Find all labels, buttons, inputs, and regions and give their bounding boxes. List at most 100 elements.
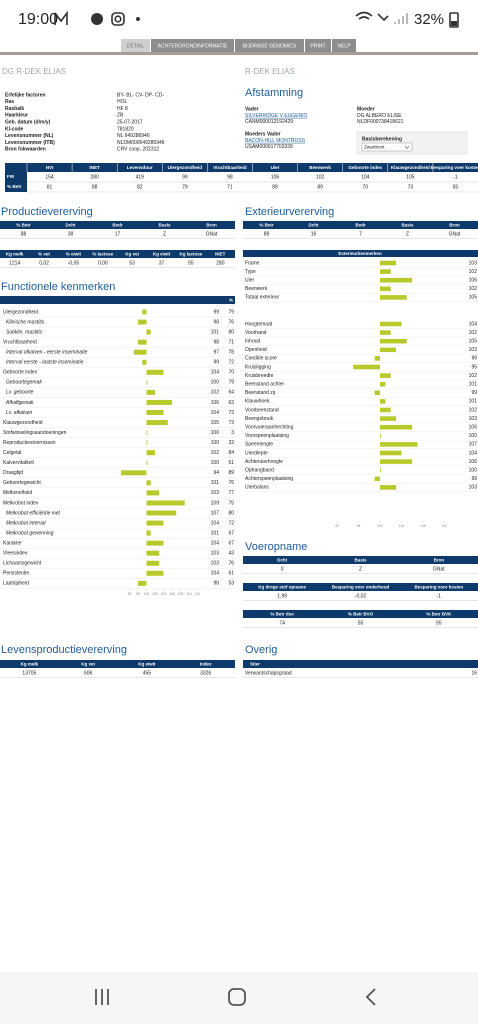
trait-reliability: 3 — [231, 430, 234, 436]
tick-label: 112 — [195, 592, 201, 596]
trait-value: 99 — [471, 356, 477, 362]
trait-value: 98 — [213, 319, 219, 325]
trait-value: 98 — [213, 339, 219, 345]
table-header — [0, 250, 235, 258]
bar — [380, 269, 391, 274]
trait-value: 99 — [471, 390, 477, 396]
basis-value[interactable]: Zwartbont — [364, 144, 385, 149]
column-header: Stier — [250, 661, 260, 666]
bar — [146, 440, 148, 446]
cell: 89 — [272, 184, 278, 190]
bar — [146, 500, 185, 506]
cell: 419 — [136, 174, 145, 180]
parent-label: Moeder — [357, 106, 375, 112]
cell: Z — [359, 566, 362, 572]
column-header: Beenwerk — [309, 165, 331, 170]
trait-name: Draagtijd — [3, 470, 23, 476]
trait-reliability: 64 — [228, 390, 234, 396]
trait-name: Voorhand — [245, 330, 267, 336]
cell: 71 — [227, 184, 233, 190]
trait-reliability: 72 — [228, 360, 234, 366]
table-header — [243, 610, 478, 618]
trait-name: Klauwhoek — [245, 399, 270, 405]
table-header — [243, 583, 478, 591]
bar — [146, 560, 160, 566]
bar — [380, 467, 381, 473]
parent-label: Moeders Vader — [245, 131, 281, 137]
tab-label[interactable]: ACHTERGRONDINFORMATIE — [158, 43, 228, 49]
trait-name: Achteruierhoogte — [245, 459, 283, 465]
trait-value: 101 — [211, 530, 220, 536]
table-header — [0, 221, 235, 229]
trait-name: Vleesindex — [3, 551, 28, 557]
trait-reliability: 76 — [228, 319, 234, 325]
trait-value: 98 — [213, 581, 219, 587]
tab-label[interactable]: DETAIL — [127, 43, 144, 49]
trait-value: 104 — [211, 571, 220, 577]
column-header: Index — [200, 661, 212, 666]
section-title: Overig — [245, 644, 277, 656]
column-header: Vruchtbaarheid — [213, 165, 247, 170]
tick-label: 108 — [420, 524, 426, 528]
tab[interactable] — [151, 39, 234, 52]
trait-value: 104 — [211, 370, 220, 376]
table-header — [243, 660, 478, 668]
bar — [374, 356, 380, 361]
home-button[interactable] — [228, 988, 246, 1006]
trait-name: Lv. afkalven — [6, 410, 33, 416]
table-header — [243, 556, 478, 564]
trait-value: 107 — [211, 510, 220, 516]
bar — [146, 450, 155, 456]
trait-reliability: 67 — [228, 530, 234, 536]
cell: 102 — [316, 174, 325, 180]
trait-reliability: 75 — [228, 500, 234, 506]
trait-reliability: 43 — [228, 551, 234, 557]
cell: 0 — [281, 566, 284, 572]
info-label: Haarkleur — [5, 113, 28, 119]
trait-name: Uierdiepte — [245, 450, 268, 456]
column-header: Basis — [354, 557, 367, 562]
cell: 16 — [311, 231, 317, 237]
cell: 280 — [216, 260, 225, 266]
table-header — [5, 163, 478, 172]
bar — [380, 450, 402, 456]
trait-reliability: 79 — [228, 380, 234, 386]
parent-name[interactable]: SILVERRIDGE V EUGENIO — [245, 113, 308, 119]
tab-label[interactable]: HELP — [337, 43, 351, 49]
trait-value: 104 — [211, 540, 220, 546]
cell: 74 — [279, 620, 285, 626]
tab[interactable] — [121, 39, 150, 52]
trait-name: Laatrijpheid — [3, 581, 29, 587]
trait-name: Geboorte index — [3, 370, 38, 376]
cell: GNat — [449, 231, 461, 237]
bar — [146, 399, 172, 405]
column-header: Kg vet — [125, 251, 139, 256]
nav-bar — [0, 972, 478, 1024]
info-value: HOL — [117, 99, 128, 105]
parent-name[interactable]: BACON-HILL MONTROSS — [245, 138, 306, 144]
tab[interactable] — [305, 39, 331, 52]
trait-reliability: 63 — [228, 400, 234, 406]
trait-name: Uierbalans — [245, 485, 269, 491]
recent-apps-button[interactable] — [95, 989, 109, 1005]
basis-select[interactable] — [361, 142, 413, 152]
signal-icon — [394, 13, 408, 24]
trait-name: Stofwisselingsaandoeningen — [3, 430, 67, 436]
tick-label: 110 — [186, 592, 192, 596]
trait-name: Type — [245, 269, 256, 275]
tab-label[interactable]: PRINT — [311, 43, 326, 49]
bar — [146, 530, 151, 536]
trait-name: Inhoud — [245, 339, 261, 345]
trait-name: Hoogtemaat — [245, 321, 273, 327]
tab[interactable] — [332, 39, 356, 52]
tab[interactable] — [235, 39, 304, 52]
back-button[interactable] — [365, 988, 376, 1006]
bar — [380, 286, 391, 292]
wifi-icon — [355, 11, 373, 20]
trait-value: 104 — [469, 450, 478, 456]
tab-label[interactable]: BIJDRAGE GENOMICS — [243, 43, 297, 49]
cell: Z — [163, 231, 166, 237]
cell: 55 — [436, 620, 442, 626]
trait-value: 103 — [469, 260, 478, 266]
